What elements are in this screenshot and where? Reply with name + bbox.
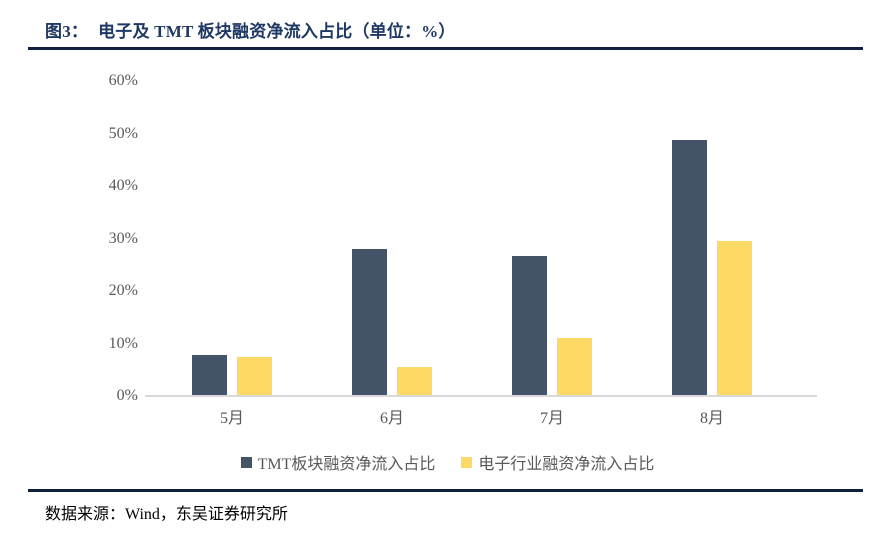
bar-tmt — [672, 140, 707, 395]
y-tick-label: 60% — [108, 72, 138, 89]
y-tick-label: 20% — [108, 282, 138, 299]
title-divider-line — [28, 47, 863, 50]
bars-row — [152, 81, 792, 395]
figure-title: 图3： 电子及 TMT 板块融资净流入占比（单位：%） — [45, 17, 456, 42]
data-source-note: 数据来源：Wind，东吴证券研究所 — [45, 506, 288, 523]
bar-group — [672, 140, 752, 395]
y-tick-label: 30% — [108, 229, 138, 247]
x-axis-baseline — [145, 395, 817, 397]
legend-swatch — [240, 456, 252, 468]
legend-label-tmt: TMT板块融资净流入占比 — [257, 456, 436, 473]
bar-group — [192, 355, 272, 395]
legend-label-electronics: 电子行业融资净流入占比 — [478, 456, 655, 473]
y-tick-label: 50% — [108, 124, 138, 142]
bar-tmt — [352, 248, 387, 395]
figure-title-text: 电子及 TMT 板块融资净流入占比（单位：%） — [98, 22, 456, 41]
legend-item-electronics: 电子行业融资净流入占比 — [461, 450, 654, 474]
legend-swatch — [461, 456, 473, 468]
bar-electronics — [717, 241, 752, 395]
x-tick-label: 6月 — [379, 410, 404, 427]
x-tick-label: 7月 — [539, 410, 564, 427]
x-axis: 5月 6月 7月 8月 — [152, 404, 792, 428]
y-axis: 60% 50% 40% 30% 20% 10% 0% — [0, 72, 138, 404]
bar-electronics — [237, 356, 272, 395]
x-tick-label: 8月 — [699, 410, 724, 427]
legend-item-tmt: TMT板块融资净流入占比 — [240, 450, 436, 474]
bar-electronics — [397, 366, 432, 395]
chart-legend: TMT板块融资净流入占比 电子行业融资净流入占比 — [0, 450, 895, 474]
y-tick-label: 40% — [108, 177, 138, 194]
bar-tmt — [512, 256, 547, 395]
y-tick-label: 0% — [116, 387, 138, 404]
bar-electronics — [557, 337, 592, 395]
x-tick-label: 5月 — [219, 410, 244, 427]
y-tick-label: 10% — [108, 334, 138, 352]
footer-divider-line — [28, 489, 863, 492]
figure-number: 图3： — [45, 22, 89, 41]
bar-group — [352, 248, 432, 395]
bar-tmt — [192, 355, 227, 395]
bar-group — [512, 256, 592, 395]
